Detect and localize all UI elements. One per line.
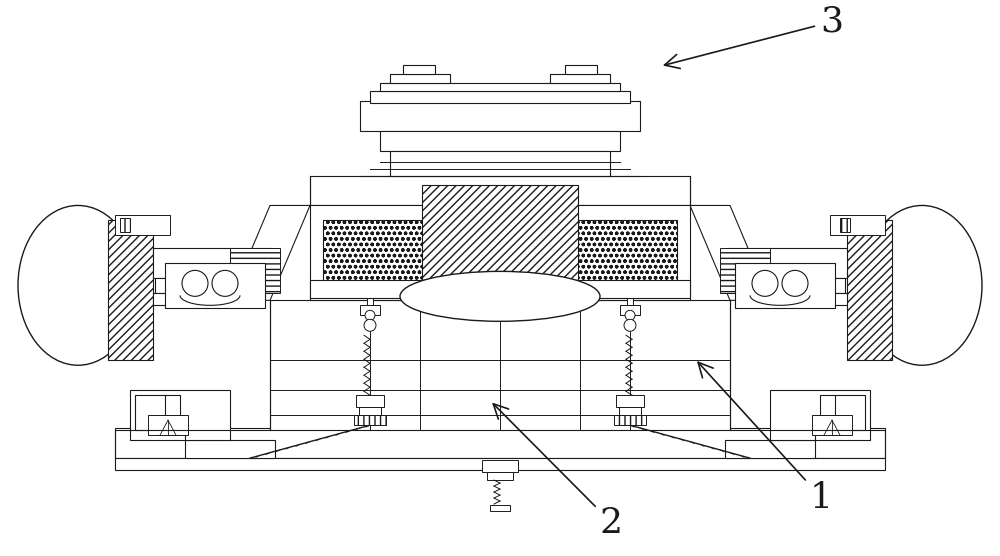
Text: 1: 1 <box>698 363 833 515</box>
Bar <box>165 264 265 309</box>
Bar <box>616 395 644 407</box>
Bar <box>153 249 273 279</box>
Circle shape <box>782 270 808 296</box>
Bar <box>487 472 513 480</box>
Bar <box>367 290 373 305</box>
Text: 3: 3 <box>664 5 843 68</box>
Bar <box>356 395 384 407</box>
Bar <box>730 279 845 294</box>
Bar <box>820 395 865 430</box>
Bar <box>155 279 270 294</box>
Bar <box>380 83 620 91</box>
Bar <box>614 415 646 425</box>
Bar <box>482 460 518 472</box>
Bar <box>770 390 870 440</box>
Bar <box>422 186 578 290</box>
Bar <box>725 440 815 458</box>
Bar <box>323 220 453 290</box>
Bar <box>354 415 386 425</box>
Circle shape <box>752 270 778 296</box>
Polygon shape <box>230 206 310 300</box>
Bar <box>390 151 610 176</box>
Bar <box>547 220 677 290</box>
Bar <box>148 415 188 435</box>
Bar <box>620 305 640 315</box>
Bar <box>120 219 130 232</box>
Bar <box>230 249 280 294</box>
Bar <box>115 458 885 470</box>
Bar <box>830 215 885 235</box>
Bar <box>847 220 892 360</box>
Circle shape <box>625 310 635 320</box>
Circle shape <box>364 319 376 331</box>
Circle shape <box>365 310 375 320</box>
Bar <box>310 280 690 299</box>
Bar <box>390 73 450 83</box>
Circle shape <box>212 270 238 296</box>
Bar <box>735 264 835 309</box>
Bar <box>490 505 510 511</box>
Bar <box>108 220 153 360</box>
Bar <box>130 390 230 440</box>
Bar <box>115 215 170 235</box>
Ellipse shape <box>18 206 138 365</box>
Bar <box>380 131 620 151</box>
Bar <box>767 294 847 305</box>
Bar <box>360 305 380 315</box>
Polygon shape <box>690 206 770 300</box>
Bar <box>310 176 690 206</box>
Bar <box>185 440 275 458</box>
Bar <box>370 91 630 103</box>
Bar <box>403 64 435 73</box>
Ellipse shape <box>862 206 982 365</box>
Text: 2: 2 <box>493 404 623 540</box>
Bar <box>727 249 847 279</box>
Bar <box>360 101 640 131</box>
Bar <box>135 395 180 430</box>
Circle shape <box>624 319 636 331</box>
Bar <box>812 415 852 435</box>
Bar <box>565 64 597 73</box>
Bar <box>840 219 850 232</box>
Circle shape <box>182 270 208 296</box>
Bar <box>627 290 633 305</box>
Bar <box>310 206 690 300</box>
Ellipse shape <box>400 271 600 321</box>
Bar <box>720 249 770 294</box>
Bar <box>359 407 381 415</box>
Bar <box>115 428 885 458</box>
Bar <box>270 300 730 430</box>
Bar <box>153 294 233 305</box>
Bar <box>550 73 610 83</box>
Bar <box>619 407 641 415</box>
